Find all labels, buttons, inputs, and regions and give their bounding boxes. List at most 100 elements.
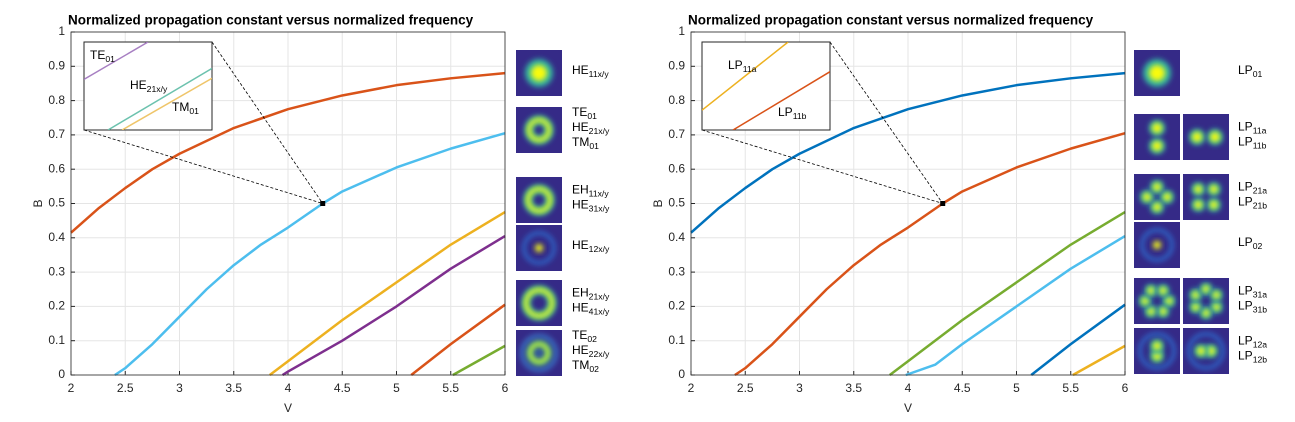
data-line [70, 71, 506, 234]
mode-lobe [1159, 307, 1167, 315]
mode-label: LP02 [1238, 235, 1262, 251]
x-tick-label: 4 [285, 381, 292, 395]
x-tick-label: 3 [796, 381, 803, 395]
mode-label: HE11x/y [572, 63, 609, 79]
mode-ring [528, 342, 550, 364]
inset-line [121, 77, 212, 130]
data-line [269, 211, 506, 376]
mode-label-sub: 02 [589, 364, 599, 374]
mode-label: HE31x/y [572, 198, 610, 214]
mode-label-base: LP [1238, 349, 1253, 363]
inset-lines [84, 42, 212, 130]
inset-label: LP11b [778, 105, 807, 121]
zoom-point [320, 201, 326, 206]
zoom-connector [83, 129, 323, 204]
mode-lobe [1141, 297, 1149, 305]
mode-ring [1138, 332, 1176, 370]
mode-label: LP12a [1238, 334, 1267, 350]
y-axis-label: B [31, 199, 45, 207]
mode-label-base: HE [572, 343, 589, 357]
mode-lobe [1143, 193, 1151, 201]
mode-lobe [1165, 297, 1173, 305]
inset-label: HE21x/y [130, 78, 168, 94]
mode-label-sub: 11x/y [589, 189, 610, 199]
inset-line [702, 42, 789, 111]
mode-lobe [537, 351, 541, 355]
mode-label-sub: 12b [1253, 355, 1268, 365]
mode-lobe [1194, 185, 1203, 194]
mode-label: LP31a [1238, 284, 1267, 300]
y-tick-label: 0 [678, 367, 685, 381]
mode-label-base: LP [1238, 334, 1253, 348]
mode-label-sub: 01 [587, 111, 597, 121]
mode-label-base: LP [1238, 135, 1253, 149]
mode-label-sub: 31b [1253, 305, 1268, 315]
y-tick-label: 0 [58, 367, 65, 381]
y-tick-label: 0.7 [48, 127, 65, 141]
mode-label: LP21b [1238, 195, 1267, 211]
inset-box [701, 41, 831, 131]
mode-label-sub: 31a [1253, 290, 1268, 300]
mode-label-sub: 21a [1253, 186, 1268, 196]
x-tick-label: 2 [688, 381, 695, 395]
y-axis-label: B [651, 199, 665, 207]
data-line [452, 344, 506, 377]
mode-lobe [1153, 342, 1161, 350]
data-line [1030, 303, 1126, 376]
x-tick-label: 5.5 [442, 381, 459, 395]
mode-label-sub: 21b [1253, 201, 1268, 211]
mode-label: EH11x/y [572, 183, 609, 199]
mode-label-base: HE [572, 63, 589, 77]
mode-ring [527, 118, 551, 142]
x-tick-label: 3.5 [845, 381, 862, 395]
y-tick-label: 0.1 [48, 333, 65, 347]
y-tick-label: 0.6 [668, 161, 685, 175]
mode-lobe [1152, 123, 1162, 133]
mode-label-base: LP [1238, 63, 1253, 77]
data-line [410, 303, 506, 376]
inset-label-base: TM [172, 100, 189, 114]
inset-line [107, 67, 212, 130]
mode-ring [526, 187, 552, 213]
mode-lobe [1202, 309, 1210, 317]
mode-lobe [531, 65, 547, 81]
mode-label-base: LP [1238, 180, 1253, 194]
mode-lobe [1194, 200, 1203, 209]
mode-label-base: LP [1238, 284, 1253, 298]
mode-lobe [1147, 287, 1155, 295]
mode-label: LP01 [1238, 63, 1262, 79]
mode-label-sub: 22x/y [589, 349, 610, 359]
mode-ring [522, 231, 556, 265]
y-tick-label: 1 [678, 24, 685, 38]
mode-lobe [1152, 141, 1162, 151]
x-tick-label: 2 [68, 381, 75, 395]
x-tick-label: 2.5 [737, 381, 754, 395]
y-tick-label: 0.7 [668, 127, 685, 141]
mode-label-base: HE [572, 238, 589, 252]
y-tick-label: 0.9 [668, 58, 685, 72]
y-tick-label: 0.9 [48, 58, 65, 72]
mode-label-base: HE [572, 198, 589, 212]
y-tick-label: 0.3 [48, 264, 65, 278]
mode-label: TM02 [572, 358, 599, 374]
mode-image [1183, 174, 1229, 220]
inset-label-sub: 11b [793, 111, 807, 121]
x-axis-label: V [904, 401, 912, 415]
mode-label-base: LP [1238, 299, 1253, 313]
mode-label-base: HE [572, 120, 589, 134]
inset-label: LP11a [728, 58, 757, 74]
mode-label: TE02 [572, 328, 597, 344]
mode-label-sub: 12a [1253, 340, 1268, 350]
y-tick-label: 0.8 [668, 93, 685, 107]
mode-label: HE22x/y [572, 343, 610, 359]
x-tick-label: 5 [393, 381, 400, 395]
mode-label-base: TM [572, 358, 589, 372]
inset-label-sub: 01 [189, 106, 199, 116]
mode-image [516, 177, 562, 223]
mode-label: LP11b [1238, 135, 1267, 151]
x-tick-label: 3.5 [225, 381, 242, 395]
mode-label-sub: 11b [1253, 141, 1267, 151]
mode-label: TM01 [572, 135, 599, 151]
inset-line [732, 71, 830, 130]
inset-lines [702, 42, 830, 130]
